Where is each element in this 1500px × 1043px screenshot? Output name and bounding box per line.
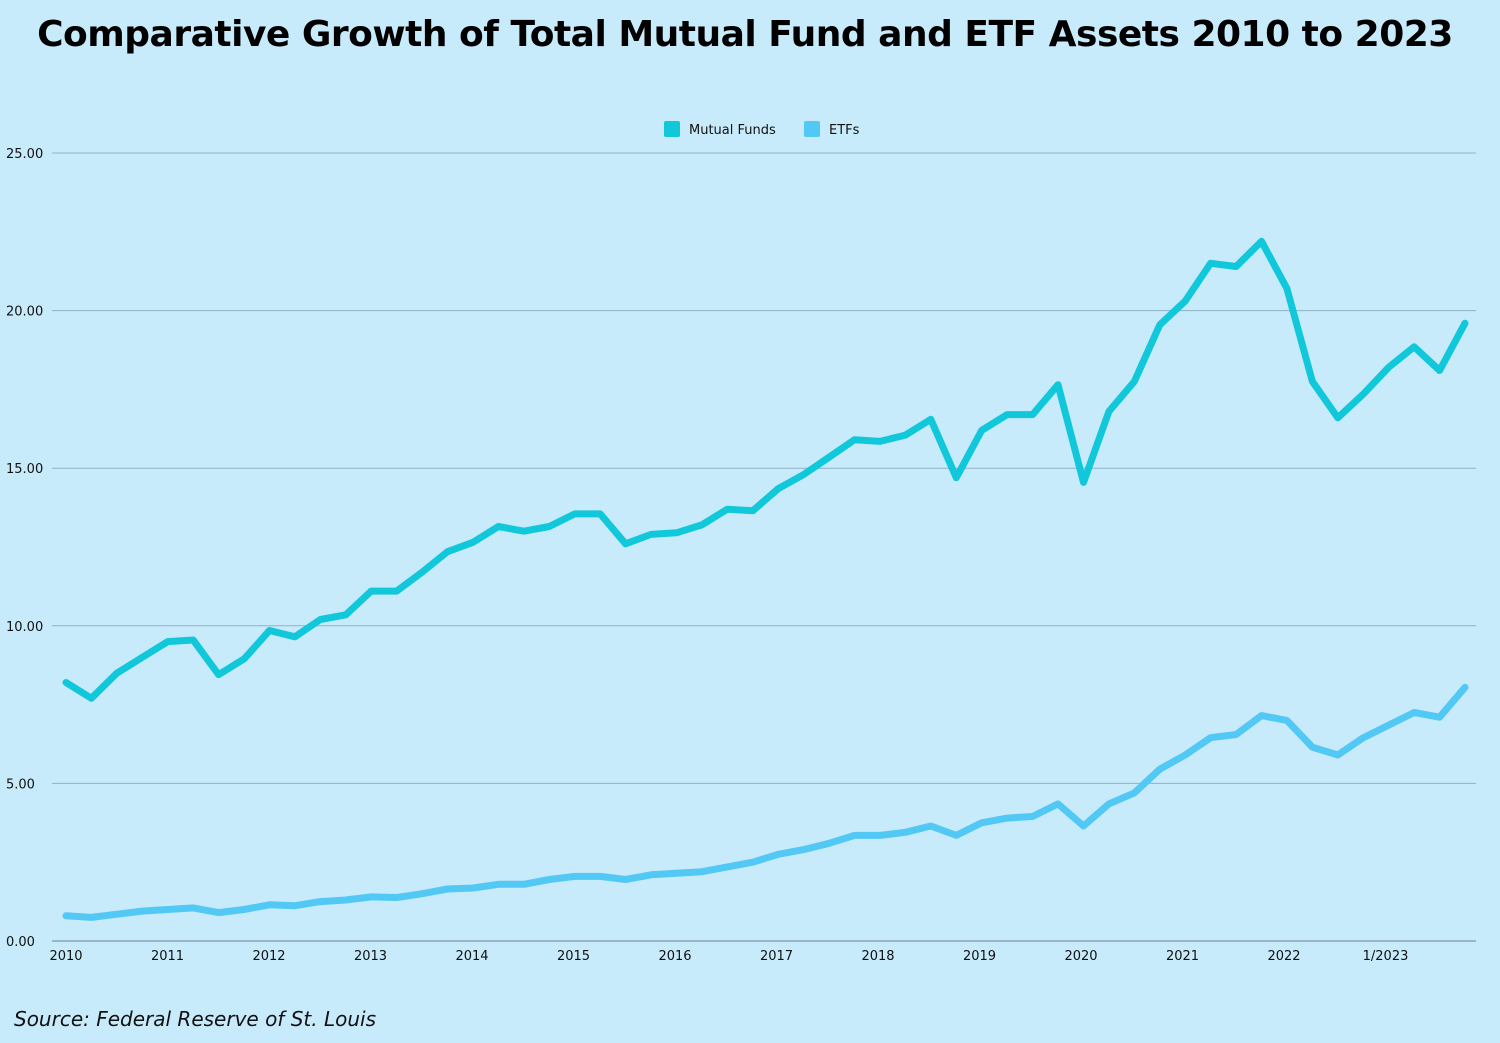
gridlines	[52, 152, 1476, 784]
y-tick-label: 5.00	[6, 777, 35, 792]
series-line-mutual-funds	[62, 237, 1469, 702]
y-tick-label: 25.00	[6, 147, 43, 162]
legend: Mutual Funds ETFs	[664, 121, 860, 138]
legend-label: Mutual Funds	[689, 123, 776, 138]
y-tick-label: 0.00	[6, 935, 35, 950]
legend-label: ETFs	[829, 123, 860, 138]
x-tick-label: 2012	[252, 949, 285, 964]
x-tick-label: 2022	[1267, 949, 1300, 964]
x-axis-tick-labels: 2010 2011 2012 2013 2014 2015 2016 2017 2018 2019…	[49, 949, 1408, 964]
x-tick-label: 2010	[49, 949, 82, 964]
chart-title: Comparative Growth of Total Mutual Fund …	[37, 14, 1453, 55]
y-tick-label: 10.00	[6, 620, 43, 635]
x-tick-label: 2018	[861, 949, 894, 964]
y-axis-tick-labels: 0.00 5.00 10.00 15.00 20.00 25.00	[6, 147, 43, 950]
x-tick-label: 2013	[354, 949, 387, 964]
x-tick-label: 2016	[658, 949, 691, 964]
y-tick-label: 20.00	[6, 305, 43, 320]
x-tick-label: 2019	[963, 949, 996, 964]
legend-swatch	[804, 121, 820, 137]
x-tick-label: 2015	[557, 949, 590, 964]
x-tick-label: 1/2023	[1363, 949, 1409, 964]
x-tick-label: 2011	[151, 949, 184, 964]
legend-swatch	[664, 121, 680, 137]
x-tick-label: 2017	[760, 949, 793, 964]
source-note: Source: Federal Reserve of St. Louis	[14, 1007, 376, 1031]
x-tick-label: 2021	[1166, 949, 1199, 964]
series-lines	[62, 237, 1469, 921]
y-tick-label: 15.00	[6, 462, 43, 477]
x-tick-label: 2014	[455, 949, 488, 964]
x-tick-label: 2020	[1064, 949, 1097, 964]
series-line-etfs	[62, 683, 1469, 921]
